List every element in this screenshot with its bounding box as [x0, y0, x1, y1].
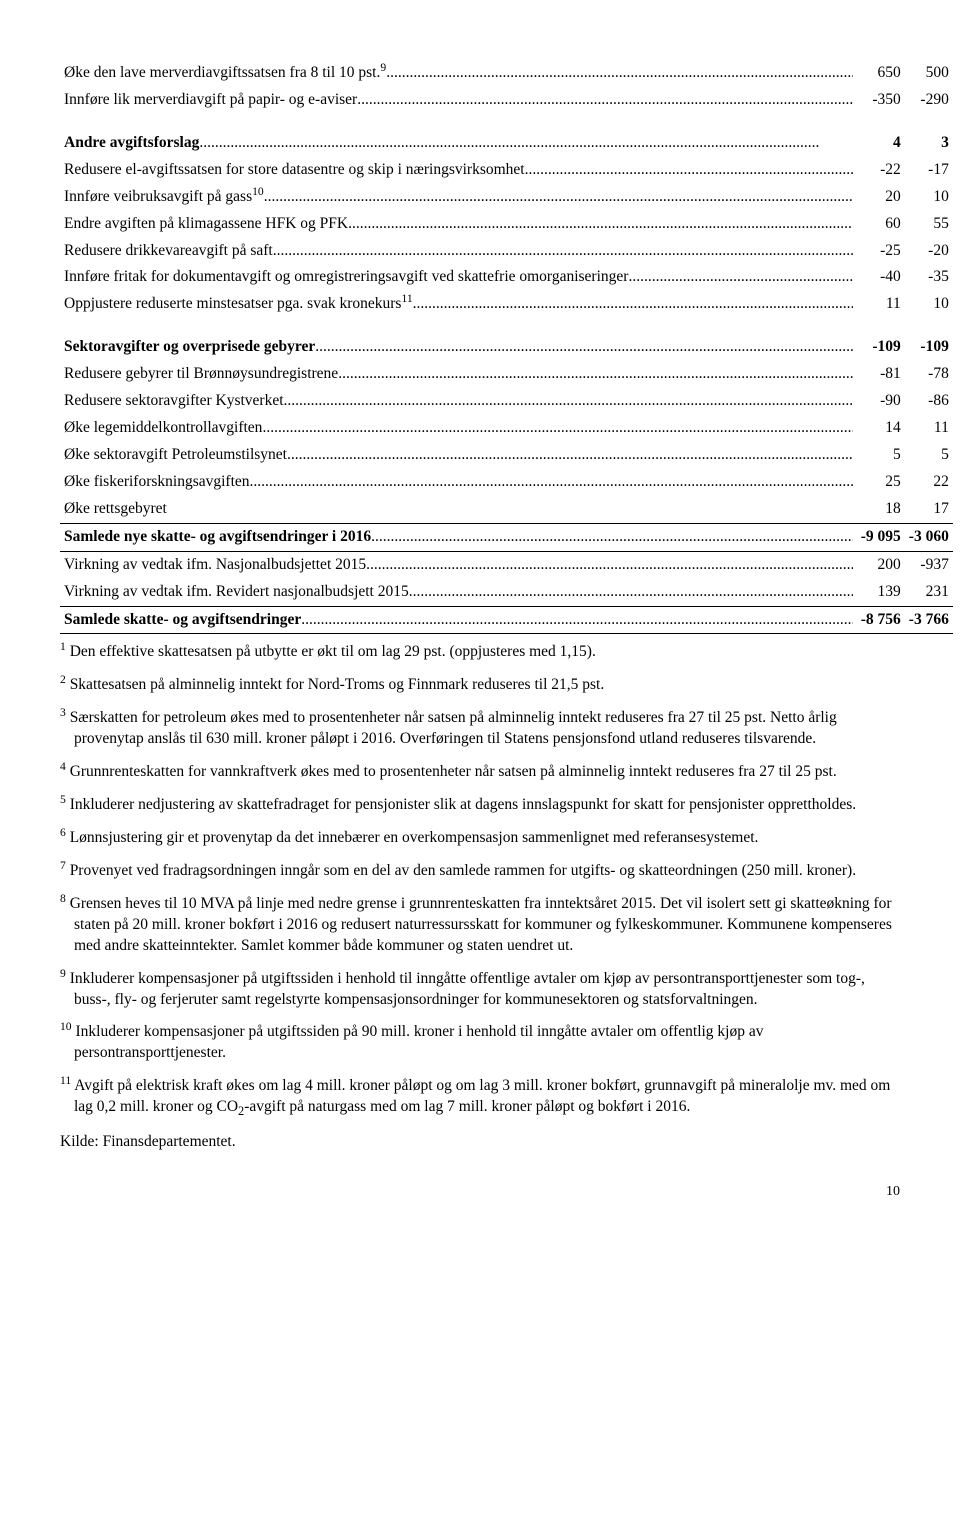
row-description: Andre avgiftsforslag ...................… [60, 130, 857, 157]
row-description: Sektoravgifter og overprisede gebyrer ..… [60, 334, 857, 361]
row-value-2: -290 [905, 87, 953, 114]
row-value-1: 25 [857, 469, 905, 496]
table-row: Innføre fritak for dokumentavgift og omr… [60, 264, 953, 291]
row-description: Samlede skatte- og avgiftsendringer ....… [60, 606, 857, 634]
table-row: Endre avgiften på klimagassene HFK og PF… [60, 211, 953, 238]
table-row: Andre avgiftsforslag ...................… [60, 130, 953, 157]
table-row [60, 318, 953, 334]
table-row: Samlede skatte- og avgiftsendringer ....… [60, 606, 953, 634]
row-value-1: -22 [857, 157, 905, 184]
row-description: Redusere gebyrer til Brønnøysundregistre… [60, 361, 857, 388]
row-value-1: 18 [857, 496, 905, 523]
footnote: 9 Inkluderer kompensasjoner på utgiftssi… [60, 969, 900, 1011]
row-value-1: 14 [857, 415, 905, 442]
table-row: Øke legemiddelkontrollavgiften .........… [60, 415, 953, 442]
row-value-1: -25 [857, 238, 905, 265]
footnote: 5 Inkluderer nedjustering av skattefradr… [60, 795, 900, 816]
row-value-2: 231 [905, 579, 953, 606]
row-description: Virkning av vedtak ifm. Revidert nasjona… [60, 579, 857, 606]
row-value-1: -40 [857, 264, 905, 291]
table-row: Redusere drikkevareavgift på saft ......… [60, 238, 953, 265]
row-value-1: -109 [857, 334, 905, 361]
row-description: Øke legemiddelkontrollavgiften .........… [60, 415, 857, 442]
row-description: Øke sektoravgift Petroleumstilsynet ....… [60, 442, 857, 469]
row-value-2: -3 060 [905, 523, 953, 551]
table-row: Øke sektoravgift Petroleumstilsynet ....… [60, 442, 953, 469]
table-row: Sektoravgifter og overprisede gebyrer ..… [60, 334, 953, 361]
row-value-1: 650 [857, 60, 905, 87]
page-number: 10 [60, 1183, 900, 1202]
table-row [60, 114, 953, 130]
row-value-2: -35 [905, 264, 953, 291]
row-value-2: 17 [905, 496, 953, 523]
footnote: 2 Skattesatsen på alminnelig inntekt for… [60, 675, 900, 696]
row-description: Innføre veibruksavgift på gass10 .......… [60, 184, 857, 211]
row-value-2: -937 [905, 551, 953, 578]
row-description: Oppjustere reduserte minstesatser pga. s… [60, 291, 857, 318]
row-value-2: -3 766 [905, 606, 953, 634]
row-value-1: 5 [857, 442, 905, 469]
row-value-2: 5 [905, 442, 953, 469]
table-row: Øke den lave merverdiavgiftssatsen fra 8… [60, 60, 953, 87]
footnote: 8 Grensen heves til 10 MVA på linje med … [60, 894, 900, 957]
row-value-1: 60 [857, 211, 905, 238]
footnote: 10 Inkluderer kompensasjoner på utgiftss… [60, 1022, 900, 1064]
table-row: Redusere gebyrer til Brønnøysundregistre… [60, 361, 953, 388]
table-row: Virkning av vedtak ifm. Nasjonalbudsjett… [60, 551, 953, 578]
tax-table: Øke den lave merverdiavgiftssatsen fra 8… [60, 60, 953, 634]
row-value-1: -81 [857, 361, 905, 388]
row-description: Virkning av vedtak ifm. Nasjonalbudsjett… [60, 551, 857, 578]
row-value-2: -20 [905, 238, 953, 265]
row-description: Redusere sektoravgifter Kystverket .....… [60, 388, 857, 415]
row-value-2: -78 [905, 361, 953, 388]
row-value-1: 11 [857, 291, 905, 318]
row-description: Samlede nye skatte- og avgiftsendringer … [60, 523, 857, 551]
table-row: Innføre lik merverdiavgift på papir- og … [60, 87, 953, 114]
row-value-2: 55 [905, 211, 953, 238]
row-value-1: 139 [857, 579, 905, 606]
table-row: Redusere el-avgiftssatsen for store data… [60, 157, 953, 184]
row-value-1: 200 [857, 551, 905, 578]
row-value-1: -90 [857, 388, 905, 415]
table-row: Virkning av vedtak ifm. Revidert nasjona… [60, 579, 953, 606]
footnote: 11 Avgift på elektrisk kraft økes om lag… [60, 1076, 900, 1120]
row-description: Endre avgiften på klimagassene HFK og PF… [60, 211, 857, 238]
footnote: 3 Særskatten for petroleum økes med to p… [60, 708, 900, 750]
row-description: Øke den lave merverdiavgiftssatsen fra 8… [60, 60, 857, 87]
footnote: 7 Provenyet ved fradragsordningen inngår… [60, 861, 900, 882]
footnote: 1 Den effektive skattesatsen på utbytte … [60, 642, 900, 663]
table-row: Innføre veibruksavgift på gass10 .......… [60, 184, 953, 211]
row-value-2: -17 [905, 157, 953, 184]
footnote: 4 Grunnrenteskatten for vannkraftverk øk… [60, 762, 900, 783]
row-value-2: 10 [905, 184, 953, 211]
row-value-2: 22 [905, 469, 953, 496]
source-line: Kilde: Finansdepartementet. [60, 1132, 900, 1153]
row-description: Innføre fritak for dokumentavgift og omr… [60, 264, 857, 291]
row-description: Redusere el-avgiftssatsen for store data… [60, 157, 857, 184]
row-value-2: 11 [905, 415, 953, 442]
table-row: Oppjustere reduserte minstesatser pga. s… [60, 291, 953, 318]
row-value-2: 500 [905, 60, 953, 87]
row-value-1: 4 [857, 130, 905, 157]
footnotes: 1 Den effektive skattesatsen på utbytte … [60, 642, 900, 1120]
row-value-1: -9 095 [857, 523, 905, 551]
row-description: Øke rettsgebyret [60, 496, 857, 523]
row-value-1: -8 756 [857, 606, 905, 634]
table-row: Samlede nye skatte- og avgiftsendringer … [60, 523, 953, 551]
row-description: Innføre lik merverdiavgift på papir- og … [60, 87, 857, 114]
row-value-2: -109 [905, 334, 953, 361]
row-description: Redusere drikkevareavgift på saft ......… [60, 238, 857, 265]
table-row: Øke rettsgebyret1817 [60, 496, 953, 523]
table-row: Øke fiskeriforskningsavgiften ..........… [60, 469, 953, 496]
footnote: 6 Lønnsjustering gir et provenytap da de… [60, 828, 900, 849]
row-value-2: -86 [905, 388, 953, 415]
row-description: Øke fiskeriforskningsavgiften ..........… [60, 469, 857, 496]
table-row: Redusere sektoravgifter Kystverket .....… [60, 388, 953, 415]
row-value-2: 3 [905, 130, 953, 157]
row-value-2: 10 [905, 291, 953, 318]
row-value-1: -350 [857, 87, 905, 114]
row-value-1: 20 [857, 184, 905, 211]
